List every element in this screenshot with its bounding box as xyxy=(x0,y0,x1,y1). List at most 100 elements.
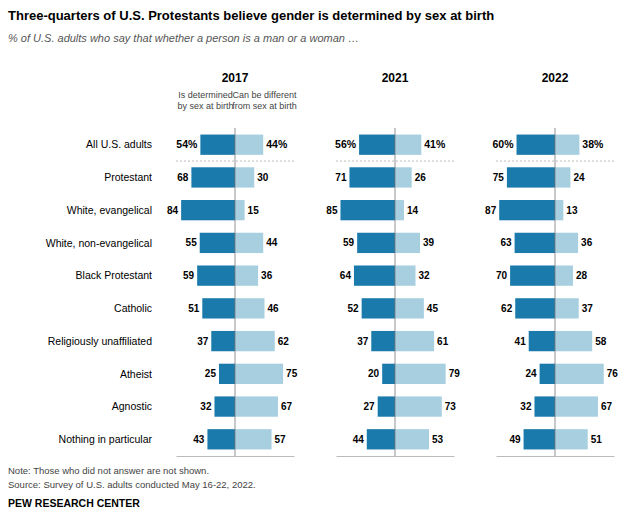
panel-title: 2017 xyxy=(222,71,249,85)
data-label: 24 xyxy=(573,172,585,183)
bar xyxy=(555,265,573,285)
bar xyxy=(235,135,263,155)
bar xyxy=(359,135,395,155)
bar xyxy=(235,429,272,449)
bar xyxy=(395,233,420,253)
data-label: 58 xyxy=(595,336,607,347)
zero-line xyxy=(395,128,396,456)
bar xyxy=(191,167,235,187)
footer: PEW RESEARCH CENTER xyxy=(8,497,140,509)
bar xyxy=(555,167,570,187)
data-label: 36 xyxy=(581,237,593,248)
data-label: 32 xyxy=(419,270,431,281)
bar xyxy=(395,429,429,449)
bar xyxy=(200,233,235,253)
bar xyxy=(354,265,395,285)
data-label: 59 xyxy=(183,270,195,281)
data-label: 62 xyxy=(278,336,290,347)
panel: 202260%75876370624124324938%241336283758… xyxy=(485,71,618,457)
data-label: 26 xyxy=(415,172,427,183)
category-label: Black Protestant xyxy=(76,269,153,281)
bar xyxy=(235,364,283,384)
bar xyxy=(395,167,412,187)
data-label: 68 xyxy=(177,172,189,183)
data-label: 73 xyxy=(445,401,457,412)
data-label: 71 xyxy=(335,172,347,183)
bar xyxy=(555,396,598,416)
data-label: 75 xyxy=(286,368,298,379)
bar xyxy=(219,364,235,384)
zero-line xyxy=(235,128,236,456)
category-label: Atheist xyxy=(120,368,152,380)
category-label: Catholic xyxy=(114,302,152,314)
data-label: 63 xyxy=(500,237,512,248)
data-label: 27 xyxy=(364,401,376,412)
bar xyxy=(395,364,446,384)
bar xyxy=(235,233,263,253)
bar xyxy=(395,331,434,351)
data-label: 51 xyxy=(188,303,200,314)
bar xyxy=(395,265,416,285)
data-label: 54% xyxy=(176,138,198,150)
separator xyxy=(496,161,614,162)
bar xyxy=(235,265,258,285)
separator xyxy=(336,161,454,162)
data-label: 45 xyxy=(427,303,439,314)
chart: Three-quarters of U.S. Protestants belie… xyxy=(0,0,640,516)
x-axis-line xyxy=(337,456,455,457)
data-label: 32 xyxy=(200,401,212,412)
bar xyxy=(515,298,555,318)
bar xyxy=(555,364,604,384)
x-axis xyxy=(337,456,455,457)
bar xyxy=(235,200,245,220)
bar xyxy=(529,331,555,351)
zero-line xyxy=(555,128,556,456)
bar xyxy=(349,167,395,187)
data-label: 56% xyxy=(335,138,357,150)
bar xyxy=(235,298,265,318)
category-label: Religiously unaffiliated xyxy=(48,335,152,347)
bar xyxy=(235,331,275,351)
bars xyxy=(340,135,445,450)
data-label: 52 xyxy=(348,303,360,314)
data-label: 41 xyxy=(515,336,527,347)
data-label: 55 xyxy=(186,237,198,248)
data-label: 25 xyxy=(205,368,217,379)
data-label: 44 xyxy=(266,237,278,248)
x-axis-line xyxy=(497,456,615,457)
data-label: 20 xyxy=(368,368,380,379)
data-label: 39 xyxy=(423,237,435,248)
category-label: All U.S. adults xyxy=(86,138,152,150)
bar xyxy=(202,298,235,318)
data-label: 24 xyxy=(525,368,537,379)
panel-title: 2022 xyxy=(542,71,569,85)
data-label: 67 xyxy=(601,401,613,412)
category-label: Protestant xyxy=(104,171,152,183)
bar xyxy=(555,200,563,220)
data-label: 37 xyxy=(197,336,209,347)
category-label: Agnostic xyxy=(112,400,152,412)
bars xyxy=(181,135,283,450)
data-label: 36 xyxy=(261,270,273,281)
bar xyxy=(382,364,395,384)
x-axis xyxy=(497,456,615,457)
x-axis xyxy=(177,456,295,457)
data-label: 28 xyxy=(576,270,588,281)
data-label: 37 xyxy=(582,303,594,314)
separator xyxy=(176,161,294,162)
note: Note: Those who did not answer are not s… xyxy=(8,465,209,476)
data-label: 61 xyxy=(437,336,449,347)
bar xyxy=(362,298,395,318)
bar xyxy=(235,396,278,416)
data-label: 76 xyxy=(607,368,619,379)
data-label: 37 xyxy=(357,336,369,347)
category-label: Nothing in particular xyxy=(59,433,153,445)
series-header: Can be differentfrom sex at birth xyxy=(232,90,297,111)
bar xyxy=(555,331,592,351)
data-label: 70 xyxy=(496,270,508,281)
bar xyxy=(555,233,578,253)
data-label: 38% xyxy=(582,138,604,150)
data-label: 41% xyxy=(424,138,446,150)
bar xyxy=(540,364,555,384)
series-header: Is determinedby sex at birth xyxy=(177,90,233,111)
